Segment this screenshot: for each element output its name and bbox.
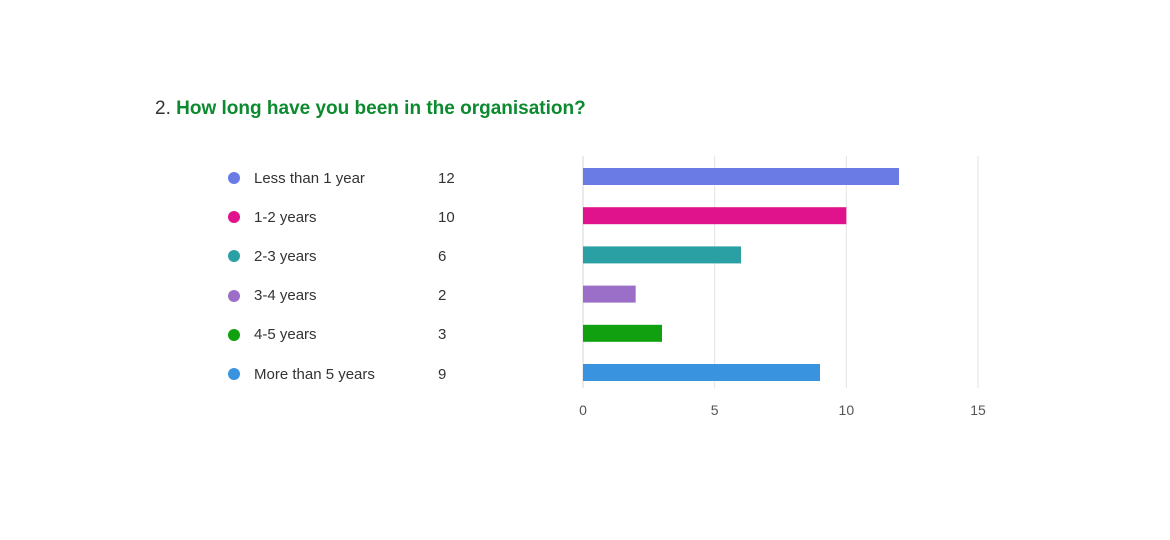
legend-dot-icon	[228, 172, 240, 184]
bar	[583, 324, 662, 342]
question-title: 2. How long have you been in the organis…	[155, 98, 586, 120]
legend-label: 3-4 years	[254, 287, 317, 305]
legend-item: 2-3 years 6	[228, 245, 478, 267]
x-tick-label: 0	[579, 402, 587, 418]
legend-item: More than 5 years 9	[228, 363, 478, 385]
legend-count: 10	[438, 208, 455, 226]
legend-count: 2	[438, 287, 447, 305]
legend-dot-icon	[228, 328, 240, 341]
legend-count: 3	[438, 326, 447, 344]
legend-item: 4-5 years 3	[228, 324, 478, 346]
legend-item: 1-2 years 10	[228, 206, 478, 228]
legend-label: 2-3 years	[254, 247, 317, 265]
chart-legend: Less than 1 year 12 1-2 years 10 2-3 years 6 3…	[228, 160, 478, 400]
legend-label: More than 5 years	[254, 365, 375, 383]
legend-dot-icon	[228, 289, 240, 302]
legend-label: Less than 1 year	[254, 169, 365, 187]
x-tick-label: 15	[970, 402, 986, 418]
legend-count: 9	[438, 365, 447, 383]
x-tick-label: 10	[839, 402, 855, 418]
bar	[583, 285, 636, 303]
bar-chart: 0 5 10 15	[579, 156, 986, 418]
question-number: 2.	[155, 98, 171, 119]
legend-label: 1-2 years	[254, 208, 317, 226]
legend-item: Less than 1 year 12	[228, 167, 478, 189]
question-text: How long have you been in the organisati…	[176, 98, 586, 119]
legend-dot-icon	[228, 250, 240, 263]
legend-dot-icon	[228, 368, 240, 380]
legend-count: 6	[438, 247, 447, 265]
legend-dot-icon	[228, 211, 240, 224]
legend-item: 3-4 years 2	[228, 285, 478, 307]
bar	[583, 364, 820, 381]
x-tick-label: 5	[711, 402, 719, 418]
bar	[583, 207, 847, 225]
bar	[583, 168, 899, 185]
bar	[583, 246, 741, 264]
legend-label: 4-5 years	[254, 326, 317, 344]
legend-count: 12	[438, 169, 455, 187]
